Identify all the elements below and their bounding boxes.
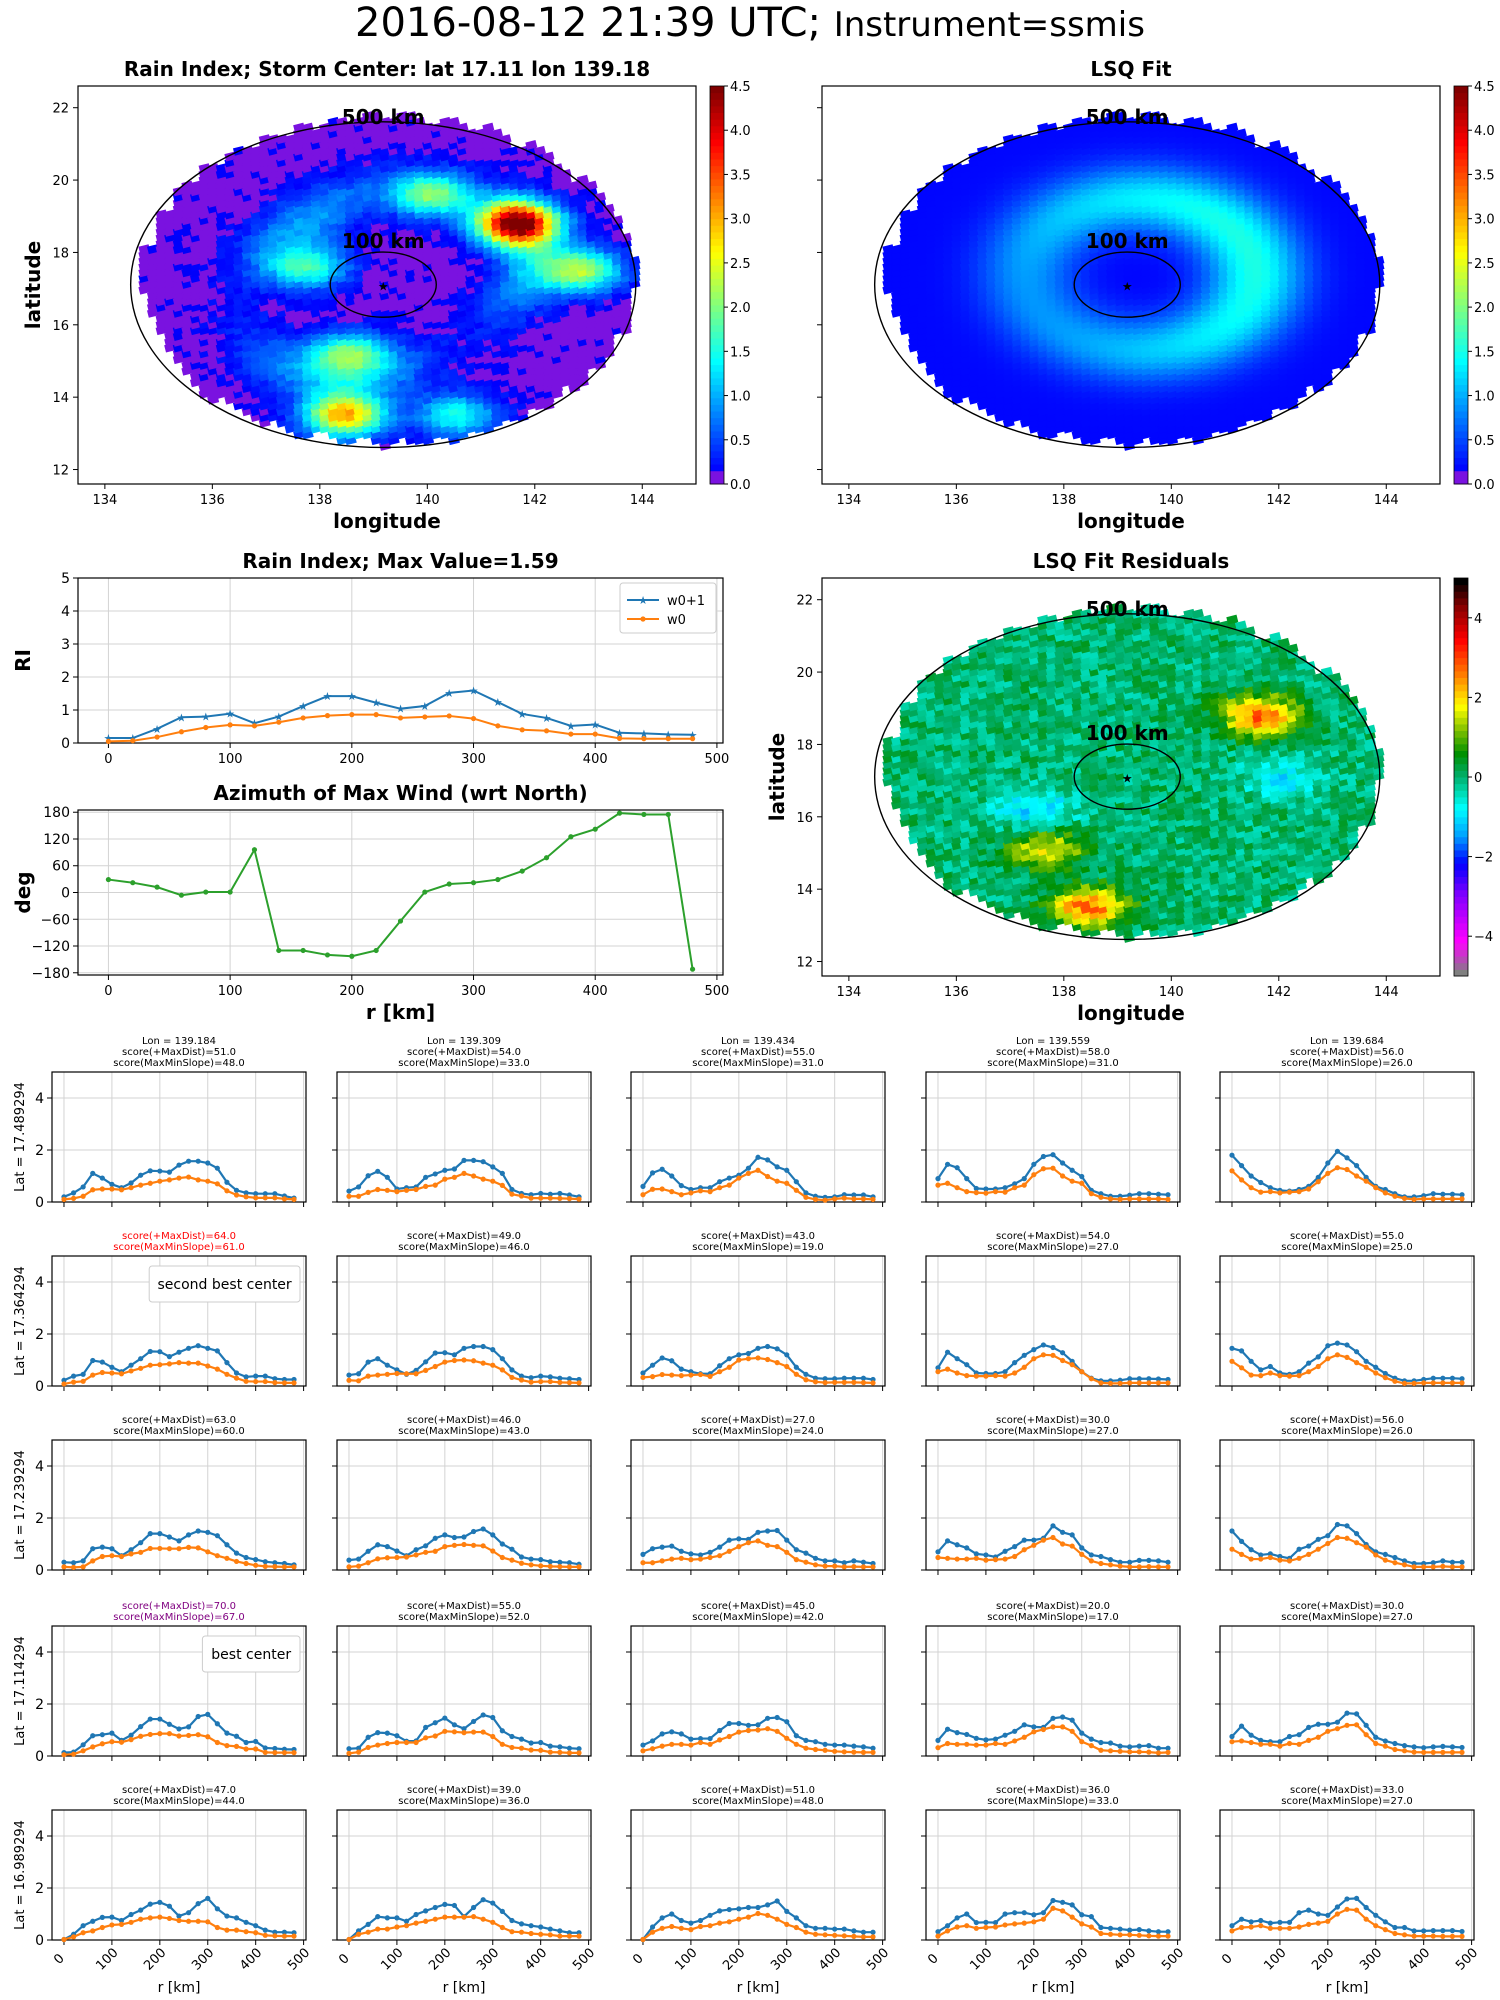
colorbar-segment [710, 271, 724, 279]
x-tick-label: 134 [92, 493, 117, 508]
colorbar-segment [710, 231, 724, 240]
colorbar-tick-label: 3.5 [730, 168, 751, 183]
y-tick-label: 20 [52, 174, 69, 189]
colorbar-tick-label: 1.5 [730, 345, 751, 360]
colorbar-segment [710, 125, 724, 133]
suptitle-main: 2016-08-12 21:39 UTC; [355, 0, 821, 46]
colorbar-segment [710, 430, 724, 439]
ring-label-500km: 500 km [342, 105, 425, 129]
y-tick-label: 22 [52, 102, 69, 117]
colorbar-segment [710, 311, 724, 319]
colorbar-segment [710, 298, 724, 306]
colorbar-segment [710, 338, 724, 346]
colorbar-segment [710, 470, 724, 478]
x-tick-label: 144 [630, 493, 655, 508]
figure-suptitle: 2016-08-12 21:39 UTC; Instrument=ssmis [0, 0, 1500, 46]
colorbar-segment [710, 404, 724, 412]
colorbar-segment [710, 251, 724, 259]
x-tick-label: 138 [307, 493, 332, 508]
y-tick-label: 14 [52, 391, 69, 406]
colorbar-segment [710, 198, 724, 206]
colorbar-segment [710, 364, 724, 372]
colorbar-segment [710, 411, 724, 419]
colorbar-segment [710, 397, 724, 405]
colorbar-segment [710, 450, 724, 458]
colorbar-segment [710, 457, 724, 465]
colorbar-tick-label: 2.0 [730, 301, 751, 316]
colorbar-segment [710, 344, 724, 352]
colorbar-segment [710, 278, 724, 286]
colorbar-tick-label: 4.0 [730, 124, 751, 139]
colorbar-segment [710, 212, 724, 220]
storm-center-star-icon: ★ [378, 280, 389, 294]
colorbar-segment [710, 152, 724, 160]
panel-title: Rain Index; Storm Center: lat 17.11 lon … [124, 57, 650, 81]
colorbar-segment [710, 192, 724, 200]
y-tick-label: 18 [52, 246, 69, 261]
colorbar-segment [710, 285, 724, 293]
colorbar-segment [710, 105, 724, 114]
colorbar-segment [710, 477, 724, 485]
panel-title: LSQ Fit [1090, 57, 1172, 81]
colorbar-segment [710, 112, 724, 120]
colorbar-segment [710, 351, 724, 359]
colorbar-segment [710, 424, 724, 432]
colorbar-segment [710, 265, 724, 273]
colorbar-segment [710, 384, 724, 392]
colorbar-segment [710, 218, 724, 226]
suptitle-instrument: Instrument=ssmis [833, 5, 1145, 45]
colorbar-segment [710, 304, 724, 313]
colorbar-segment [710, 185, 724, 193]
y-tick-label: 16 [52, 319, 69, 334]
colorbar-segment [710, 119, 724, 127]
y-tick-label: 12 [52, 464, 69, 479]
colorbar-segment [710, 139, 724, 147]
colorbar-segment [710, 444, 724, 452]
heatmap-cells [138, 111, 641, 451]
colorbar-segment [710, 464, 724, 472]
colorbar-segment [710, 417, 724, 425]
colorbar-segment [710, 86, 724, 94]
x-tick-label: 136 [200, 493, 225, 508]
colorbar-segment [710, 331, 724, 339]
colorbar-tick-label: 4.5 [730, 80, 751, 95]
colorbar-segment [710, 178, 724, 186]
colorbar-tick-label: 2.5 [730, 257, 751, 272]
colorbar-segment [710, 132, 724, 140]
colorbar-segment [710, 92, 724, 100]
colorbar-tick-label: 3.0 [730, 213, 751, 228]
colorbar-segment [710, 324, 724, 332]
colorbar-segment [710, 158, 724, 167]
colorbar-segment [710, 437, 724, 445]
x-axis-label: longitude [333, 509, 441, 533]
colorbar-segment [710, 377, 724, 385]
colorbar-segment [710, 205, 724, 213]
y-axis-label: latitude [21, 241, 45, 329]
ring-label-100km: 100 km [342, 229, 425, 253]
colorbar-segment [710, 371, 724, 379]
colorbar-segment [710, 357, 724, 366]
colorbar-segment [710, 99, 724, 107]
colorbar-segment [710, 258, 724, 266]
colorbar-tick-label: 0.5 [730, 434, 751, 449]
colorbar-segment [710, 165, 724, 173]
x-tick-label: 142 [522, 493, 547, 508]
x-tick-label: 140 [415, 493, 440, 508]
colorbar-segment [710, 291, 724, 299]
colorbar-tick-label: 1.0 [730, 390, 751, 405]
colorbar-segment [710, 318, 724, 326]
colorbar-segment [710, 225, 724, 233]
colorbar-segment [710, 238, 724, 246]
colorbar-segment [710, 245, 724, 253]
rain-index-map-panel: Rain Index; Storm Center: lat 17.11 lon … [21, 57, 751, 533]
colorbar-tick-label: 0.0 [730, 478, 751, 493]
heatmap-cells [882, 111, 1385, 451]
colorbar-segment [710, 172, 724, 180]
colorbar-segment [710, 391, 724, 399]
colorbar-segment [710, 145, 724, 153]
